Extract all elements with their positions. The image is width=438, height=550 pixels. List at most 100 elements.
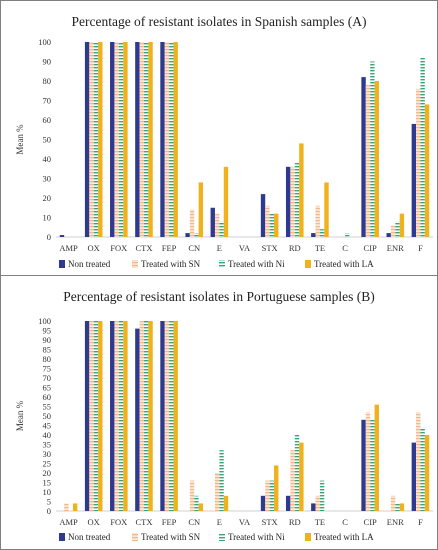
bar-cip-treated-with-la [374,404,379,511]
bar-stx-treated-with-sn [265,480,270,511]
x-category-label: CN [188,243,200,253]
x-category-label: STX [262,517,278,527]
x-category-label: OX [88,243,100,253]
bar-fep-non-treated [160,42,165,237]
bar-te-treated-with-la [324,182,329,237]
bar-cn-treated-with-ni [194,495,199,511]
x-category-label: OX [88,517,100,527]
bar-cn-treated-with-sn [189,209,195,237]
legend-swatch [59,533,65,541]
bar-c-treated-with-ni [345,233,350,237]
bar-amp-treated-with-la [72,503,78,511]
bar-enr-non-treated [386,233,391,237]
x-category-label: RD [289,517,301,527]
bar-ox-treated-with-la [98,42,103,237]
bar-fep-treated-with-sn [164,42,170,237]
bar-ctx-non-treated [135,328,140,511]
legend-label: Treated with Ni [228,259,285,269]
bar-ox-treated-with-la [98,321,103,511]
y-tick-label: 85 [43,345,52,355]
bar-f-treated-with-ni [420,427,425,511]
y-tick-label: 0 [47,506,51,516]
y-tick-label: 75 [43,364,52,374]
y-tick-label: 35 [43,440,52,450]
bar-enr-treated-with-sn [390,495,396,511]
bar-amp-treated-with-sn [64,503,69,511]
bar-f-treated-with-la [424,104,430,238]
bar-ox-non-treated [84,321,90,511]
y-tick-label: 60 [43,392,52,402]
bar-cn-non-treated [185,233,190,237]
bar-e-treated-with-sn [214,473,220,511]
bar-rd-treated-with-sn [290,450,295,511]
x-category-label: E [217,243,222,253]
legend-item-treated-with-ni: Treated with Ni [219,259,285,269]
bar-f-treated-with-ni [420,57,425,237]
x-category-label: C [342,517,348,527]
bar-cip-treated-with-ni [370,419,375,511]
bar-te-treated-with-ni [319,229,325,237]
y-tick-label: 30 [43,174,52,184]
legend-swatch [219,260,225,268]
bar-f-treated-with-la [424,435,430,511]
bar-ox-non-treated [84,42,90,237]
bar-cip-treated-with-ni [370,61,375,237]
y-tick-label: 10 [43,213,52,223]
x-category-label: E [217,517,222,527]
y-tick-label: 40 [43,430,52,440]
y-tick-label: 0 [47,232,51,242]
y-tick-label: 10 [43,487,52,497]
bar-e-treated-with-sn [214,213,220,237]
chart-b-svg: Percentage of resistant isolates in Port… [15,289,433,542]
bar-ox-treated-with-ni [93,321,99,511]
bar-cn-treated-with-la [198,182,204,237]
y-tick-label: 40 [43,154,52,164]
y-axis-label: Mean % [15,400,25,431]
bar-rd-non-treated [285,495,291,511]
bar-cn-treated-with-la [198,503,204,511]
bar-fox-treated-with-la [123,321,128,511]
bar-cip-treated-with-sn [365,412,371,511]
bar-stx-non-treated [260,495,266,511]
bar-enr-treated-with-la [399,213,405,237]
chart-panel-a: Percentage of resistant isolates in Span… [1,1,437,275]
legend-label: Treated with LA [314,259,374,269]
y-tick-label: 80 [43,354,52,364]
legend-swatch [132,260,138,268]
legend-label: Treated with LA [314,532,374,542]
x-category-label: FOX [110,517,127,527]
bar-stx-treated-with-la [274,213,279,237]
y-tick-label: 80 [43,76,52,86]
bar-cip-non-treated [361,77,366,237]
legend-item-treated-with-sn: Treated with SN [132,532,201,542]
legend-item-treated-with-sn: Treated with SN [132,259,201,269]
chart-title: Percentage of resistant isolates in Port… [63,289,375,304]
bar-stx-treated-with-la [274,465,279,511]
y-tick-label: 90 [43,335,52,345]
x-category-label: AMP [59,517,78,527]
legend-item-non-treated: Non treated [59,532,111,542]
y-tick-label: 70 [43,96,52,106]
y-tick-label: 30 [43,449,52,459]
x-category-label: FEP [162,243,177,253]
legend-label: Non treated [68,259,111,269]
y-tick-label: 60 [43,115,52,125]
bar-e-treated-with-la [223,166,229,237]
bar-fox-non-treated [110,321,115,511]
bar-fox-treated-with-sn [114,42,119,237]
bar-rd-treated-with-la [299,442,304,511]
bar-cn-treated-with-sn [189,480,195,511]
bar-ctx-treated-with-ni [143,321,149,511]
bar-fep-treated-with-ni [169,42,174,237]
x-category-label: CTX [135,243,152,253]
x-category-label: ENR [387,517,404,527]
bar-e-treated-with-ni [219,221,224,237]
bar-rd-treated-with-ni [294,162,300,237]
bar-enr-treated-with-ni [395,503,400,511]
bar-cn-treated-with-ni [194,233,199,237]
chart-panel-b: Percentage of resistant isolates in Port… [1,275,437,550]
x-category-label: F [418,517,423,527]
x-category-label: CIP [364,243,378,253]
x-category-label: VA [239,517,251,527]
